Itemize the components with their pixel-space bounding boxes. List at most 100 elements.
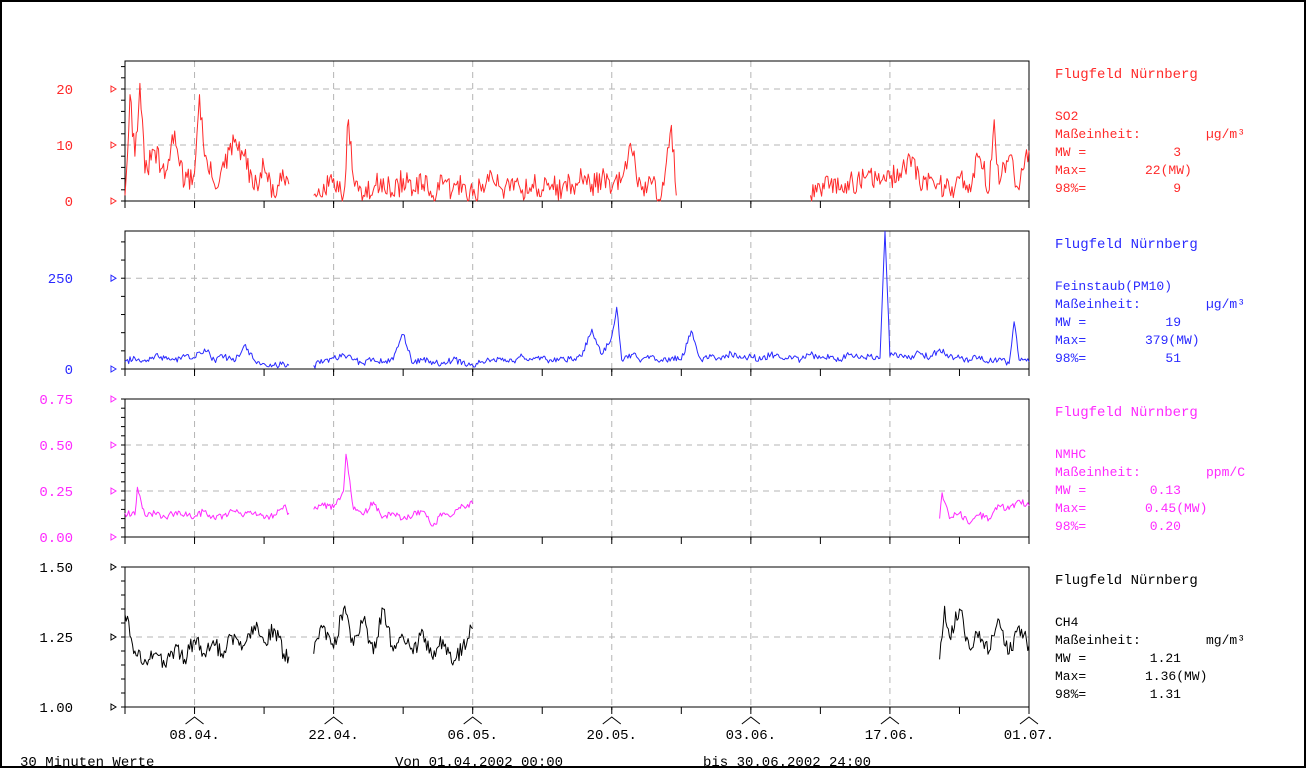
y-tick-marker: [110, 274, 117, 283]
unit-value: ppm/C: [1206, 465, 1245, 480]
plot-frame: [124, 230, 1030, 370]
y-tick-label: 0.75: [39, 393, 73, 409]
x-tick-label: 01.07.: [1004, 728, 1054, 744]
mw-value: 0.13: [1150, 483, 1181, 498]
unit-value: µg/m³: [1206, 127, 1245, 142]
panel-so2: 0 10 20 Flugfeld Nürnberg SO2 Maßeinheit: µg/m…: [56, 60, 1245, 211]
y-tick-marker: [110, 703, 117, 711]
series-line-nmhc: [124, 453, 1030, 527]
y-tick-label: 0.25: [39, 485, 73, 501]
info-block-pm10: Flugfeld Nürnberg Feinstaub(PM10) Maßeinhe…: [1055, 237, 1245, 366]
x-tick-caret: [185, 716, 204, 725]
p98-value: 51: [1165, 351, 1181, 366]
y-tick-marker: [110, 365, 117, 373]
mw-label: MW =: [1055, 145, 1086, 160]
mw-value: 3: [1173, 145, 1181, 160]
y-tick-label: 250: [48, 272, 73, 288]
x-tick-label: 03.06.: [726, 728, 776, 744]
series-line-so2: [124, 82, 1030, 202]
interval-label: 30 Minuten Werte: [20, 755, 154, 769]
x-tick-caret: [741, 716, 761, 725]
y-tick-label: 0.00: [39, 531, 73, 547]
max-label: Max=: [1055, 163, 1086, 178]
y-tick-label: 0: [65, 195, 73, 211]
max-value: 22(MW): [1145, 163, 1192, 178]
p98-value: 0.20: [1150, 519, 1181, 534]
max-label: Max=: [1055, 333, 1086, 348]
from-label: Von 01.04.2002 00:00: [395, 755, 563, 769]
chart-panels: 0 10 20 Flugfeld Nürnberg SO2 Maßeinheit: µg/m…: [39, 60, 1245, 717]
panel-ch4: 1.00 1.25 1.50 Flugfeld Nürnberg CH4 Maßeinhe…: [39, 561, 1245, 717]
max-label: Max=: [1055, 669, 1086, 684]
plot-frame: [124, 60, 1030, 202]
panel-nmhc: 0.00 0.25 0.50 0.75 Flugfeld Nürnberg NMHC Maß…: [39, 393, 1245, 547]
station-name: Flugfeld Nürnberg: [1055, 405, 1198, 421]
mw-label: MW =: [1055, 315, 1086, 330]
x-tick-label: 08.04.: [169, 728, 219, 744]
y-tick-label: 0.50: [39, 439, 73, 455]
station-name: Flugfeld Nürnberg: [1055, 237, 1198, 253]
x-tick-caret: [1019, 716, 1039, 725]
mw-label: MW =: [1055, 483, 1086, 498]
y-tick-marker: [110, 85, 117, 93]
mw-value: 1.21: [1150, 651, 1181, 666]
unit-value: mg/m³: [1206, 633, 1245, 648]
y-tick-marker: [110, 395, 117, 403]
component-name: NMHC: [1055, 447, 1086, 462]
y-tick-marker: [110, 441, 117, 449]
y-tick-label: 10: [56, 139, 73, 155]
x-tick-caret: [463, 716, 482, 725]
component-name: Feinstaub(PM10): [1055, 279, 1172, 294]
station-name: Flugfeld Nürnberg: [1055, 67, 1198, 83]
info-block-so2: Flugfeld Nürnberg SO2 Maßeinheit: µg/m³ MW =…: [1055, 67, 1245, 196]
y-tick-label: 1.00: [39, 701, 73, 717]
info-block-ch4: Flugfeld Nürnberg CH4 Maßeinheit: mg/m³ MW =…: [1055, 573, 1245, 702]
y-tick-marker: [110, 197, 117, 205]
panel-pm10: 0 250 Flugfeld Nürnberg Feinstaub(PM10) Maße…: [48, 230, 1245, 379]
p98-label: 98%=: [1055, 181, 1086, 196]
component-name: CH4: [1055, 615, 1079, 630]
series-line-pm10: [124, 230, 1030, 369]
y-tick-label: 20: [56, 83, 73, 99]
mw-label: MW =: [1055, 651, 1086, 666]
y-tick-marker: [110, 633, 117, 641]
x-tick-label: 20.05.: [587, 728, 637, 744]
x-tick-caret: [880, 716, 900, 725]
x-tick-label: 06.05.: [447, 728, 497, 744]
x-tick-caret: [602, 716, 622, 725]
unit-value: µg/m³: [1206, 297, 1245, 312]
max-value: 1.36(MW): [1145, 669, 1207, 684]
unit-label: Maßeinheit:: [1055, 127, 1141, 142]
to-label: bis 30.06.2002 24:00: [703, 755, 871, 769]
x-tick-label: 22.04.: [308, 728, 358, 744]
p98-value: 9: [1173, 181, 1181, 196]
component-name: SO2: [1055, 109, 1078, 124]
x-axis: 08.04. 22.04. 06.05. 20.05. 03.06. 17.06. 01.0…: [169, 716, 1054, 744]
x-tick-caret: [324, 716, 343, 725]
info-block-nmhc: Flugfeld Nürnberg NMHC Maßeinheit: ppm/C MW …: [1055, 405, 1245, 534]
p98-label: 98%=: [1055, 351, 1086, 366]
y-tick-marker: [110, 533, 117, 541]
plot-frame: [124, 398, 1030, 538]
unit-label: Maßeinheit:: [1055, 297, 1141, 312]
y-tick-label: 0: [65, 363, 73, 379]
y-tick-marker: [110, 487, 117, 495]
p98-label: 98%=: [1055, 687, 1086, 702]
y-tick-marker: [110, 563, 117, 571]
max-value: 0.45(MW): [1145, 501, 1207, 516]
x-tick-label: 17.06.: [865, 728, 915, 744]
p98-value: 1.31: [1150, 687, 1181, 702]
y-tick-label: 1.50: [39, 561, 73, 577]
station-name: Flugfeld Nürnberg: [1055, 573, 1198, 589]
unit-label: Maßeinheit:: [1055, 465, 1141, 480]
p98-label: 98%=: [1055, 519, 1086, 534]
y-tick-marker: [110, 141, 117, 149]
max-value: 379(MW): [1145, 333, 1200, 348]
y-tick-label: 1.25: [39, 631, 73, 647]
unit-label: Maßeinheit:: [1055, 633, 1141, 648]
mw-value: 19: [1165, 315, 1181, 330]
series-line-ch4: [124, 605, 1030, 668]
